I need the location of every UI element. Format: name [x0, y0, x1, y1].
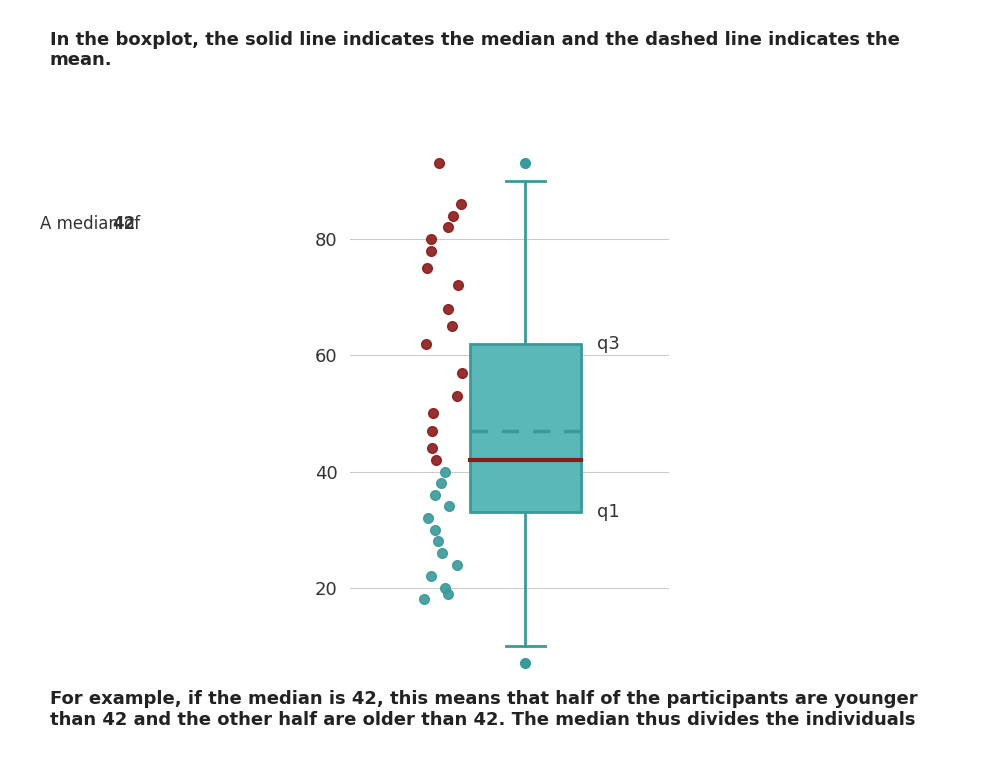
Text: A median of: A median of: [40, 215, 145, 232]
Text: For example, if the median is 42, this means that half of the participants are y: For example, if the median is 42, this m…: [50, 690, 917, 729]
Text: In the boxplot, the solid line indicates the median and the dashed line indicate: In the boxplot, the solid line indicates…: [50, 31, 900, 70]
FancyBboxPatch shape: [470, 344, 581, 512]
Text: q3: q3: [597, 334, 620, 353]
Text: q1: q1: [597, 503, 620, 522]
Text: 42: 42: [112, 215, 135, 232]
